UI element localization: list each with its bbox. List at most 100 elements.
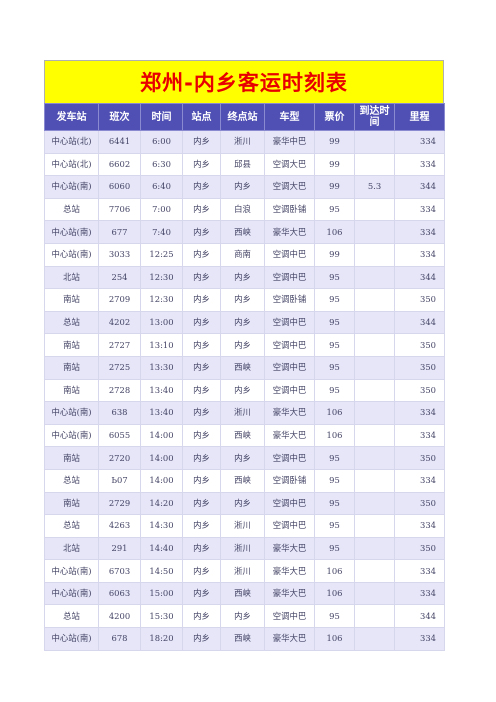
cell-stop: 内乡 (182, 536, 221, 561)
cell-mileage: 350 (394, 333, 445, 357)
cell-trip-number: 4263 (98, 514, 141, 538)
cell-arrival-time (354, 310, 395, 335)
cell-time: 7:40 (140, 220, 183, 244)
cell-time: 15:30 (140, 604, 183, 629)
cell-trip-number: 2709 (98, 288, 141, 312)
cell-stop: 内乡 (182, 446, 221, 470)
cell-trip-number: 4200 (98, 604, 141, 629)
table-row: 南站 2729 14:20 内乡 内乡 空调中巴 95 350 (44, 491, 445, 516)
cell-mileage: 334 (394, 401, 445, 425)
cell-terminal: 淅川 (220, 536, 265, 561)
cell-arrival-time (354, 220, 395, 244)
cell-trip-number: 7706 (98, 197, 141, 222)
cell-arrival-time (354, 536, 395, 561)
header-stop: 站点 (182, 103, 221, 131)
cell-mileage: 334 (394, 581, 445, 606)
cell-departure-station: 总站 (44, 468, 99, 493)
cell-arrival-time (354, 378, 395, 403)
header-vehicle-type: 车型 (264, 103, 315, 131)
cell-mileage: 334 (394, 130, 445, 154)
cell-mileage: 344 (394, 265, 445, 290)
cell-departure-station: 南站 (44, 355, 99, 380)
cell-departure-station: 中心站(南) (44, 423, 99, 448)
cell-departure-station: 南站 (44, 288, 99, 312)
cell-time: 14:50 (140, 559, 183, 583)
cell-time: 6:30 (140, 152, 183, 177)
cell-trip-number: 2720 (98, 446, 141, 470)
cell-stop: 内乡 (182, 514, 221, 538)
table-row: 南站 2728 13:40 内乡 内乡 空调中巴 95 350 (44, 378, 445, 403)
cell-departure-station: 南站 (44, 491, 99, 516)
cell-departure-station: 中心站(南) (44, 401, 99, 425)
cell-time: 7:00 (140, 197, 183, 222)
cell-fare: 95 (314, 265, 355, 290)
cell-stop: 内乡 (182, 401, 221, 425)
cell-stop: 内乡 (182, 288, 221, 312)
table-row: 南站 2709 12:30 内乡 内乡 空调卧铺 95 350 (44, 288, 445, 312)
cell-departure-station: 南站 (44, 378, 99, 403)
cell-vehicle-type: 空调卧铺 (264, 468, 315, 493)
cell-fare: 95 (314, 333, 355, 357)
cell-departure-station: 总站 (44, 604, 99, 629)
title-bar: 郑州-内乡客运时刻表 (44, 60, 444, 103)
cell-vehicle-type: 空调大巴 (264, 152, 315, 177)
table-row: 南站 2720 14:00 内乡 内乡 空调中巴 95 350 (44, 446, 445, 470)
table-row: 中心站(南) 6055 14:00 内乡 西峡 豪华大巴 106 334 (44, 423, 445, 448)
cell-mileage: 334 (394, 627, 445, 651)
cell-mileage: 334 (394, 514, 445, 538)
cell-departure-station: 总站 (44, 310, 99, 335)
cell-mileage: 350 (394, 355, 445, 380)
cell-fare: 95 (314, 310, 355, 335)
table-row: 北站 291 14:40 内乡 淅川 豪华大巴 95 350 (44, 536, 445, 561)
cell-stop: 内乡 (182, 491, 221, 516)
cell-arrival-time (354, 468, 395, 493)
cell-mileage: 344 (394, 310, 445, 335)
cell-time: 14:40 (140, 536, 183, 561)
cell-terminal: 内乡 (220, 446, 265, 470)
cell-fare: 95 (314, 491, 355, 516)
table-row: 中心站(南) 6063 15:00 内乡 西峡 豪华大巴 106 334 (44, 581, 445, 606)
cell-vehicle-type: 空调中巴 (264, 310, 315, 335)
cell-terminal: 西峡 (220, 581, 265, 606)
cell-vehicle-type: 豪华大巴 (264, 423, 315, 448)
cell-terminal: 内乡 (220, 288, 265, 312)
cell-mileage: 334 (394, 559, 445, 583)
timetable: 发车站 班次 时间 站点 终点站 车型 票价 到达时间 里程 中心站(北) 644… (44, 103, 445, 651)
cell-stop: 内乡 (182, 423, 221, 448)
cell-trip-number: 678 (98, 627, 141, 651)
cell-trip-number: 3033 (98, 242, 141, 267)
cell-stop: 内乡 (182, 310, 221, 335)
header-time: 时间 (140, 103, 183, 131)
cell-arrival-time (354, 355, 395, 380)
page-title: 郑州-内乡客运时刻表 (140, 71, 348, 95)
table-row: 中心站(南) 677 7:40 内乡 西峡 豪华大巴 106 334 (44, 220, 445, 244)
table-row: 中心站(南) 3033 12:25 内乡 商南 空调中巴 99 334 (44, 242, 445, 267)
cell-arrival-time (354, 333, 395, 357)
cell-stop: 内乡 (182, 378, 221, 403)
cell-mileage: 334 (394, 197, 445, 222)
cell-fare: 95 (314, 514, 355, 538)
cell-vehicle-type: 空调中巴 (264, 491, 315, 516)
cell-time: 13:40 (140, 401, 183, 425)
cell-departure-station: 中心站(北) (44, 152, 99, 177)
cell-arrival-time (354, 130, 395, 154)
cell-departure-station: 中心站(南) (44, 581, 99, 606)
cell-mileage: 344 (394, 175, 445, 199)
cell-departure-station: 中心站(北) (44, 130, 99, 154)
cell-vehicle-type: 空调中巴 (264, 265, 315, 290)
table-row: 中心站(南) 678 18:20 内乡 西峡 豪华大巴 106 334 (44, 627, 445, 651)
cell-mileage: 350 (394, 378, 445, 403)
cell-terminal: 邱县 (220, 152, 265, 177)
cell-time: 6:40 (140, 175, 183, 199)
cell-terminal: 内乡 (220, 265, 265, 290)
cell-arrival-time (354, 265, 395, 290)
table-row: 北站 254 12:30 内乡 内乡 空调中巴 95 344 (44, 265, 445, 290)
cell-departure-station: 中心站(南) (44, 627, 99, 651)
cell-stop: 内乡 (182, 581, 221, 606)
table-row: 中心站(北) 6441 6:00 内乡 淅川 豪华中巴 99 334 (44, 130, 445, 154)
table-row: 中心站(南) 6703 14:50 内乡 淅川 豪华大巴 106 334 (44, 559, 445, 583)
table-row: 总站 4200 15:30 内乡 内乡 空调中巴 95 344 (44, 604, 445, 629)
cell-departure-station: 中心站(南) (44, 242, 99, 267)
cell-trip-number: 6060 (98, 175, 141, 199)
cell-vehicle-type: 空调中巴 (264, 333, 315, 357)
